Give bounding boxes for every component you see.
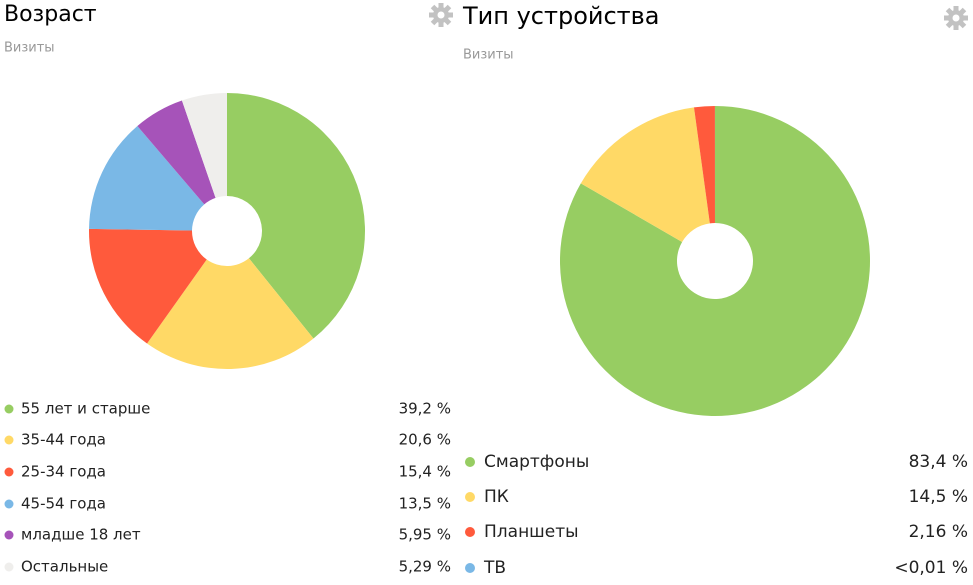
pie-slice xyxy=(89,126,205,231)
pie-slice xyxy=(580,107,710,242)
legend-marker xyxy=(4,467,14,477)
settings-icon[interactable] xyxy=(944,6,968,30)
pie-slice xyxy=(227,93,365,339)
legend-label: ТВ xyxy=(483,558,506,578)
pie-slice xyxy=(181,93,227,198)
pie-slice xyxy=(137,100,216,205)
legend-marker xyxy=(465,527,475,537)
legend-label: ПК xyxy=(484,487,509,507)
legend-marker xyxy=(465,563,475,573)
legend-marker xyxy=(4,530,14,540)
legend-marker xyxy=(4,499,14,509)
legend-marker xyxy=(465,492,475,502)
legend-marker xyxy=(4,404,14,414)
gear-hole xyxy=(437,11,445,19)
pie-slice xyxy=(693,106,715,224)
gear-hole xyxy=(952,14,960,22)
legend-value: 2,16 % xyxy=(909,522,968,542)
pie-slice xyxy=(88,228,207,344)
legend-value: 20,6 % xyxy=(399,431,451,449)
legend-value: 5,29 % xyxy=(399,558,451,576)
legend-label: Остальные xyxy=(21,558,108,576)
legend-value: 15,4 % xyxy=(399,463,451,481)
chart-title: Возраст xyxy=(4,2,97,27)
settings-icon[interactable] xyxy=(429,3,453,27)
legend-label: 55 лет и старше xyxy=(21,400,150,418)
legend-marker xyxy=(4,562,14,572)
legend-label: 25-34 года xyxy=(21,463,106,481)
legend-label: младше 18 лет xyxy=(21,526,141,544)
chart-subtitle: Визиты xyxy=(463,48,514,63)
legend-value: 13,5 % xyxy=(399,495,451,513)
chart-title: Тип устройства xyxy=(462,2,660,30)
legend-value: 14,5 % xyxy=(909,487,968,507)
legend-label: 45-54 года xyxy=(21,495,106,513)
legend-marker xyxy=(465,457,475,467)
pie-slice xyxy=(560,106,870,417)
legend-value: <0,01 % xyxy=(894,558,968,578)
legend-marker xyxy=(4,435,14,445)
chart-subtitle: Визиты xyxy=(4,41,55,56)
legend-label: 35-44 года xyxy=(21,431,106,449)
pie-slice xyxy=(147,258,314,369)
legend-value: 39,2 % xyxy=(399,400,451,418)
legend-label: Планшеты xyxy=(484,522,579,542)
legend-label: Смартфоны xyxy=(484,452,589,472)
legend-value: 83,4 % xyxy=(909,452,968,472)
legend-value: 5,95 % xyxy=(399,526,451,544)
